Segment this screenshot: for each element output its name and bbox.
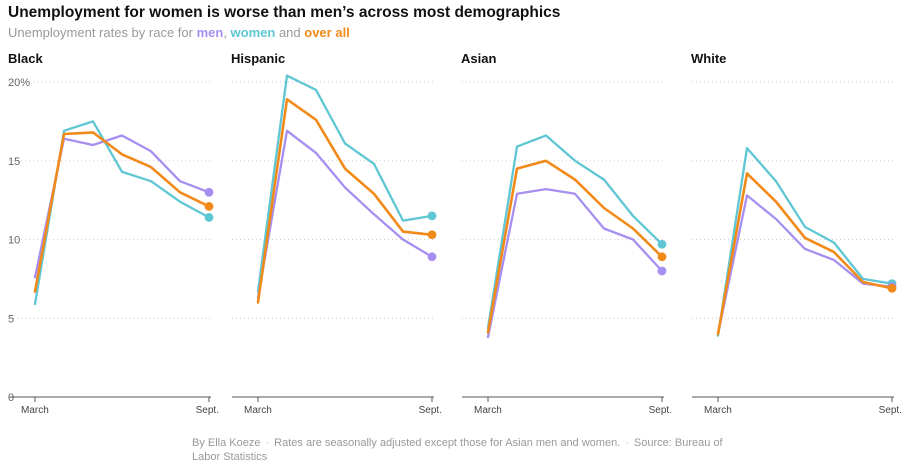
y-tick-label: 15 — [8, 156, 20, 168]
series-line-over-all — [33, 131, 211, 293]
panel-title: Black — [8, 51, 43, 66]
x-tick-label: Sept. — [419, 405, 442, 416]
x-tick-label: March — [474, 405, 502, 416]
y-tick-label: 5 — [8, 313, 14, 325]
chart-subtitle: Unemployment rates by race for men, wome… — [8, 25, 350, 40]
series-line-men — [256, 129, 434, 299]
series-end-dot-over-all — [427, 230, 437, 240]
x-tick-label: Sept. — [649, 405, 672, 416]
series-end-dot-over-all — [657, 252, 667, 262]
subtitle-separator-1: , — [223, 25, 231, 40]
panel-title: Hispanic — [231, 51, 285, 66]
series-end-dot-women — [204, 213, 214, 222]
footer-source: Source: Bureau of Labor Statistics — [192, 437, 723, 463]
small-multiples-chart: Black 0 5 10 15 20% March Sept. Hispanic March Sep… — [8, 51, 902, 416]
footer-byline: By Ella Koeze — [192, 437, 261, 449]
series-end-dot-men — [204, 187, 214, 197]
panel-title: Asian — [461, 51, 496, 66]
series-line-men — [486, 187, 664, 339]
y-tick-label: 10 — [8, 235, 20, 247]
x-tick-label: March — [704, 405, 732, 416]
chart-footer: By Ella Koeze · Rates are seasonally adjus… — [192, 436, 737, 464]
y-tick-label: 0 — [8, 392, 14, 404]
x-tick-label: March — [244, 405, 272, 416]
y-tick-label: 20% — [8, 77, 30, 89]
series-end-dot-over-all — [204, 202, 214, 211]
series-end-dot-men — [657, 266, 667, 276]
chart-title: Unemployment for women is worse than men… — [8, 4, 561, 21]
series-line-over-all — [716, 172, 894, 336]
subtitle-prefix: Unemployment rates by race for — [8, 25, 197, 40]
series-line-men — [716, 194, 894, 336]
subtitle-separator-2: and — [275, 25, 305, 40]
series-end-dot-over-all — [887, 283, 897, 293]
series-end-dot-women — [657, 239, 667, 249]
subtitle-overall-label: over all — [304, 25, 350, 40]
panel-title: White — [691, 51, 726, 66]
x-tick-label: Sept. — [879, 405, 902, 416]
series-line-women — [486, 134, 664, 329]
series-end-dot-men — [427, 252, 437, 262]
footer-note: Rates are seasonally adjusted except tho… — [274, 437, 621, 449]
subtitle-men-label: men — [196, 25, 224, 40]
series-line-over-all — [486, 159, 664, 334]
series-line-women — [716, 146, 894, 337]
x-tick-label: March — [21, 405, 49, 416]
series-end-dot-women — [427, 211, 437, 221]
series-line-over-all — [256, 98, 434, 304]
x-tick-label: Sept. — [196, 405, 219, 416]
footer-separator-dot: · — [625, 437, 629, 449]
series-line-women — [33, 120, 211, 306]
footer-separator-dot: · — [265, 437, 270, 449]
series-line-women — [256, 74, 434, 293]
subtitle-women-label: women — [230, 25, 276, 40]
